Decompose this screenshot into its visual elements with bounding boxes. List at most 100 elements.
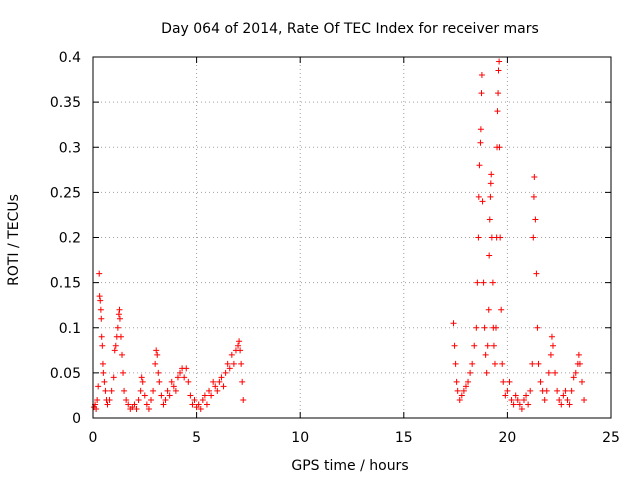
x-tick-label: 20 <box>498 430 516 446</box>
data-point <box>520 396 527 403</box>
data-point <box>177 369 184 376</box>
data-point <box>119 351 126 358</box>
data-point <box>197 405 204 412</box>
x-tick-label: 5 <box>192 430 201 446</box>
data-point <box>235 342 242 349</box>
data-point <box>486 216 493 223</box>
data-point <box>518 405 525 412</box>
data-point <box>560 392 567 399</box>
data-point <box>495 67 502 74</box>
data-point <box>454 387 461 394</box>
data-point <box>240 396 247 403</box>
data-point <box>512 392 519 399</box>
data-point <box>102 387 109 394</box>
data-point <box>489 279 496 286</box>
data-point <box>474 279 481 286</box>
data-point <box>460 387 467 394</box>
data-point <box>237 347 244 354</box>
data-point <box>495 90 502 97</box>
data-point <box>479 198 486 205</box>
data-point <box>453 378 460 385</box>
data-point <box>543 387 550 394</box>
data-point <box>164 387 171 394</box>
data-point <box>239 378 246 385</box>
y-tick-label: 0.4 <box>59 50 81 66</box>
data-point <box>487 180 494 187</box>
data-point <box>481 324 488 331</box>
grid-lines <box>93 57 611 418</box>
data-point <box>450 320 457 327</box>
data-point <box>548 333 555 340</box>
data-point <box>480 279 487 286</box>
data-point <box>236 338 243 345</box>
data-point <box>214 387 221 394</box>
data-point <box>116 315 123 322</box>
data-point <box>458 392 465 399</box>
x-tick-label: 10 <box>291 430 309 446</box>
data-point <box>504 387 511 394</box>
data-point <box>510 401 517 408</box>
y-tick-labels: 0 0.05 0.1 0.15 0.2 0.25 0.3 0.35 0.4 <box>50 50 81 427</box>
data-point <box>99 360 106 367</box>
data-point <box>477 139 484 146</box>
data-point <box>96 293 103 300</box>
data-point <box>218 374 225 381</box>
data-point <box>106 396 113 403</box>
data-point <box>549 342 556 349</box>
y-tick-label: 0.1 <box>59 321 81 337</box>
data-point <box>556 396 563 403</box>
data-point <box>133 405 140 412</box>
data-point <box>575 351 582 358</box>
data-point <box>491 360 498 367</box>
data-point <box>478 90 485 97</box>
data-point <box>98 333 105 340</box>
data-point <box>514 396 521 403</box>
data-point <box>226 365 233 372</box>
data-point <box>535 360 542 367</box>
data-point <box>172 387 179 394</box>
data-point <box>162 396 169 403</box>
data-point <box>199 396 206 403</box>
data-point <box>97 297 104 304</box>
data-point <box>138 374 145 381</box>
data-point <box>478 72 485 79</box>
data-point <box>222 369 229 376</box>
data-point <box>484 342 491 349</box>
data-points <box>91 58 588 412</box>
y-tick-label: 0.35 <box>50 95 81 111</box>
data-point <box>228 351 235 358</box>
y-tick-label: 0.25 <box>50 185 81 201</box>
data-point <box>152 360 159 367</box>
data-point <box>100 369 107 376</box>
data-point <box>99 342 106 349</box>
data-point <box>534 324 541 331</box>
data-point <box>230 360 237 367</box>
data-point <box>451 342 458 349</box>
data-point <box>150 387 157 394</box>
data-point <box>485 306 492 313</box>
data-point <box>156 378 163 385</box>
data-point <box>496 144 503 151</box>
data-point <box>452 360 459 367</box>
data-point <box>216 378 223 385</box>
y-tick-label: 0 <box>72 411 81 427</box>
data-point <box>568 387 575 394</box>
data-point <box>98 315 105 322</box>
data-point <box>93 405 100 412</box>
data-point <box>153 347 160 354</box>
data-point <box>462 383 469 390</box>
data-point <box>94 396 101 403</box>
data-point <box>456 396 463 403</box>
data-point <box>117 333 124 340</box>
data-point <box>523 392 530 399</box>
data-point <box>166 392 173 399</box>
data-point <box>212 383 219 390</box>
data-point <box>531 174 538 181</box>
data-point <box>189 401 196 408</box>
data-point <box>475 234 482 241</box>
data-point <box>487 193 494 200</box>
data-point <box>208 392 215 399</box>
data-point <box>224 360 231 367</box>
data-point <box>554 387 561 394</box>
data-point <box>469 360 476 367</box>
